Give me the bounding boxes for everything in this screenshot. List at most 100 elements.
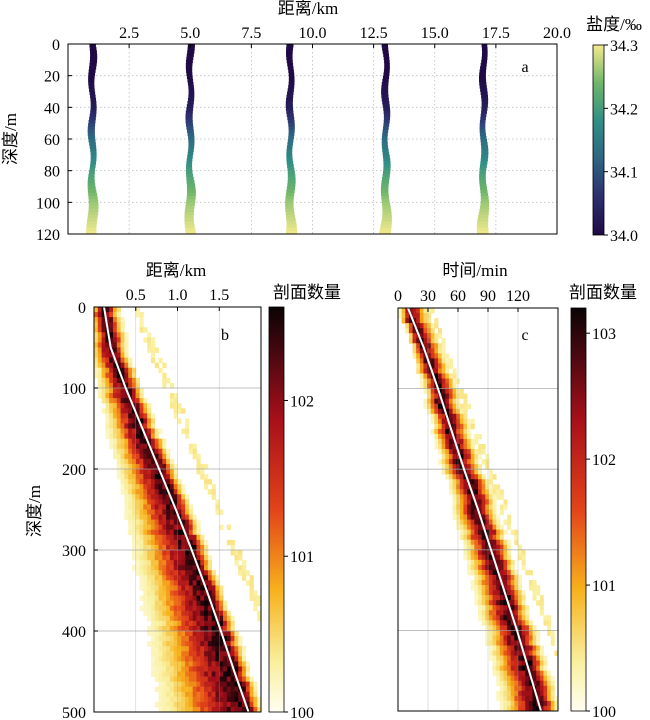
b-cell — [147, 590, 152, 596]
panel-a-cell — [286, 189, 295, 194]
b-cell — [116, 332, 121, 338]
b-cell — [204, 463, 209, 470]
b-cell — [162, 681, 167, 688]
c-cell — [521, 625, 526, 631]
b-cell — [196, 636, 201, 642]
b-cell — [249, 686, 254, 693]
b-cell — [158, 605, 163, 612]
b-cell — [188, 656, 194, 662]
b-cell — [166, 641, 171, 647]
b-cell — [200, 615, 205, 622]
b-cell — [105, 337, 110, 343]
panel-a-cell — [185, 202, 195, 206]
b-cell — [166, 590, 171, 596]
b-cell — [169, 610, 175, 617]
b-cell — [116, 307, 121, 313]
panel-a-cell — [188, 145, 195, 149]
b-cell — [173, 631, 178, 637]
b-cell — [166, 651, 171, 657]
b-cell — [143, 570, 148, 576]
c-cell — [528, 635, 533, 641]
b-cell — [192, 651, 197, 657]
c-cell — [441, 373, 446, 379]
b-cell — [181, 408, 186, 414]
c-cell — [427, 403, 432, 410]
c-cell — [474, 559, 479, 566]
c-cell — [459, 494, 464, 500]
panel-a-cell — [379, 227, 392, 232]
b-cell — [139, 539, 144, 546]
c-cell — [430, 413, 435, 420]
b-cell — [139, 555, 144, 561]
c-cell — [423, 328, 428, 334]
b-cell — [169, 661, 175, 667]
b-cell — [150, 469, 156, 475]
panel-a-cell — [186, 59, 193, 64]
c-cell — [467, 544, 472, 551]
b-cell — [196, 671, 201, 677]
c-cell — [514, 590, 519, 596]
b-cell — [169, 636, 175, 642]
b-cell — [101, 322, 106, 328]
c-cell — [488, 595, 493, 601]
c-cell — [463, 423, 468, 430]
b-cell — [147, 347, 152, 353]
c-cell — [430, 333, 435, 339]
b-cell — [226, 610, 232, 617]
b-cell — [219, 595, 224, 602]
panel-a-cell — [384, 59, 390, 64]
c-cell — [543, 690, 548, 697]
b-cell — [196, 560, 201, 566]
b-cell — [192, 646, 197, 652]
b-cell — [124, 352, 129, 359]
b-cell — [139, 550, 144, 556]
b-cell — [169, 686, 175, 693]
b-cell — [226, 686, 232, 693]
panel-a-cell — [185, 63, 193, 67]
b-cell — [166, 539, 171, 546]
panel-a-cell — [480, 113, 487, 118]
c-cell — [481, 554, 486, 561]
c-cell — [474, 484, 479, 490]
b-cell — [94, 342, 99, 348]
c-cell — [514, 645, 519, 651]
b-cell — [150, 550, 156, 556]
b-cell — [128, 469, 133, 475]
c-cell — [539, 595, 544, 601]
b-cell — [135, 519, 140, 526]
b-cell — [169, 539, 175, 546]
b-cell — [147, 474, 152, 480]
c-cell — [463, 549, 468, 556]
b-cell — [158, 438, 163, 445]
b-cell — [196, 701, 201, 708]
b-cell — [131, 514, 137, 521]
b-cell — [223, 605, 228, 612]
b-cell — [97, 342, 102, 348]
c-cell — [463, 474, 468, 480]
b-cell — [249, 691, 254, 698]
b-cell — [166, 605, 171, 612]
c-cell — [478, 600, 483, 606]
b-cell — [143, 443, 148, 450]
panel-a-cell — [480, 116, 486, 121]
panel-a-cell — [88, 211, 99, 216]
c-cell — [427, 368, 432, 374]
c-cell — [496, 564, 501, 571]
c-cell — [434, 348, 439, 354]
panel-c-colorbar-bar — [570, 307, 587, 712]
panel-a-cell — [480, 63, 487, 67]
b-cell — [147, 448, 152, 455]
c-cell — [492, 474, 497, 480]
panel-a-profile — [379, 44, 392, 234]
b-cell — [150, 625, 156, 632]
b-cell — [105, 403, 110, 409]
b-cell — [181, 575, 186, 581]
c-cell — [441, 413, 446, 420]
panel-a-cell — [185, 116, 193, 121]
b-cell — [139, 443, 144, 450]
c-cell — [550, 705, 555, 711]
b-cell — [215, 636, 220, 642]
c-cell — [525, 690, 530, 697]
b-cell — [131, 398, 137, 404]
c-cell — [438, 433, 443, 440]
